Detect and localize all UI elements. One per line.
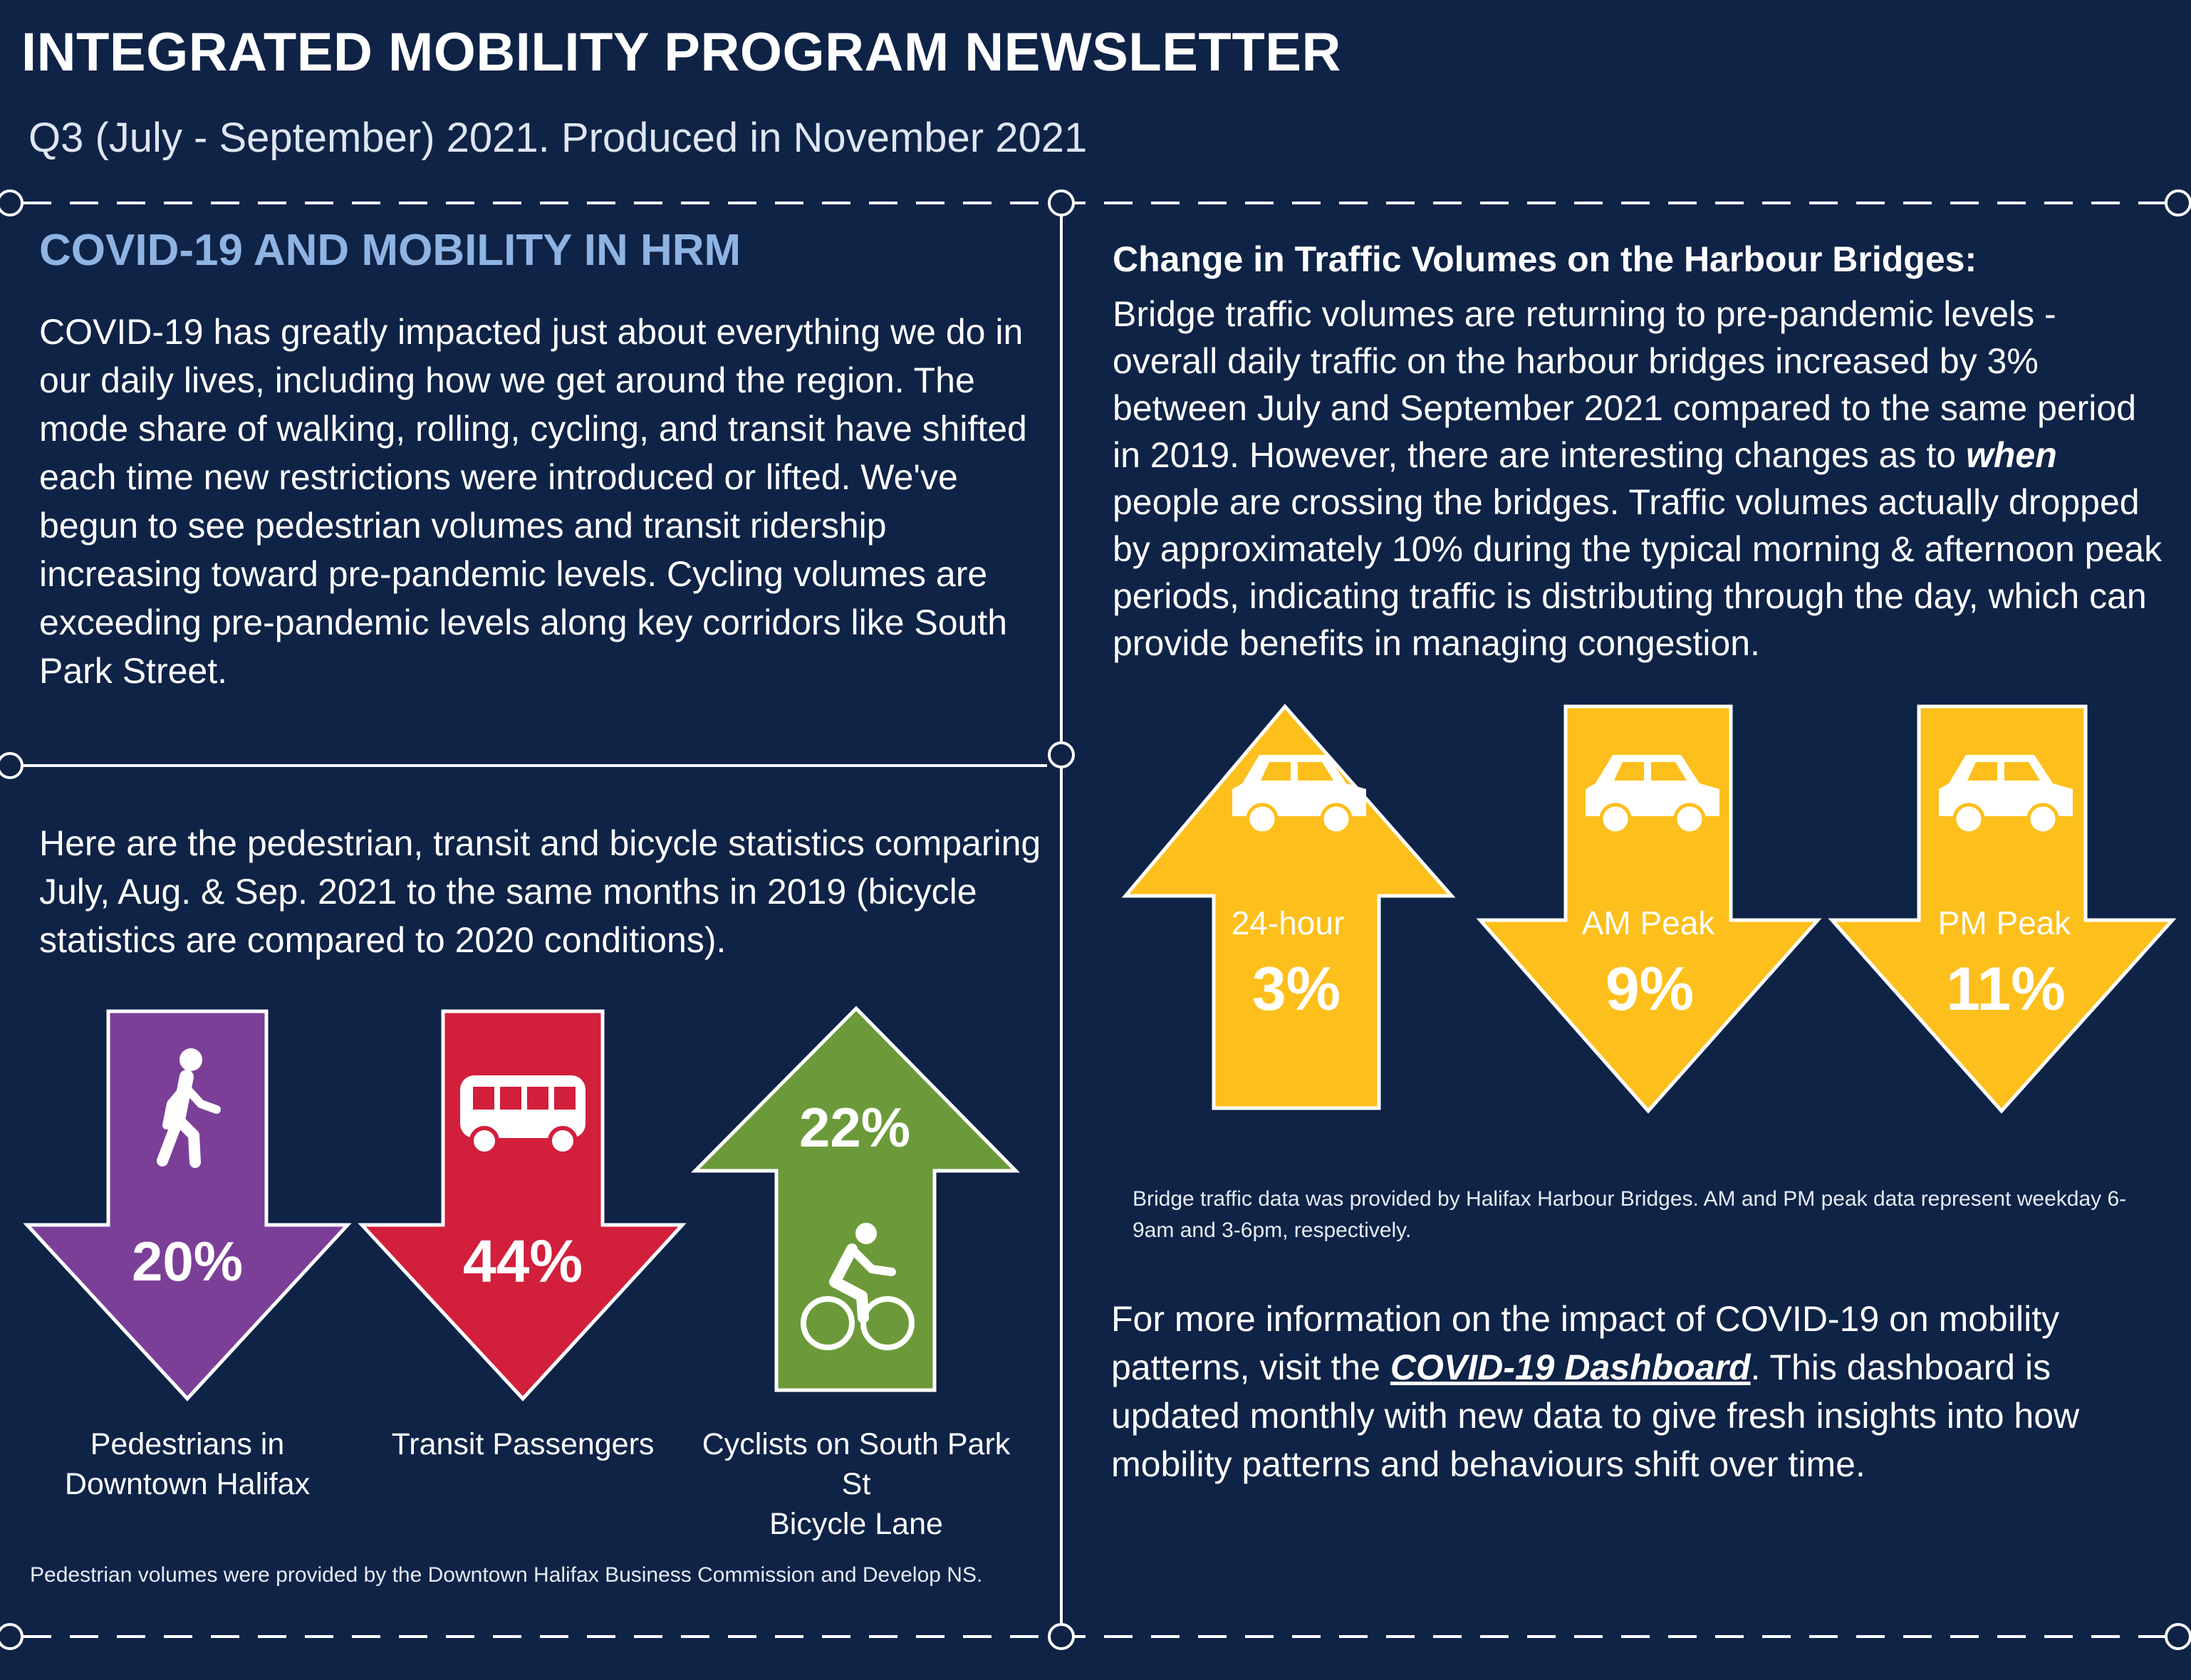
divider-node [2165, 189, 2191, 216]
divider-node [0, 752, 24, 779]
cyclist-stat-label: Cyclists on South Park St Bicycle Lane [685, 1424, 1027, 1544]
bus-icon [460, 1075, 586, 1156]
bridge-pm-peak-label: PM Peak [1938, 904, 2072, 941]
bridge-body-emphasis: when [1965, 435, 2057, 475]
pedestrian-stat-value: 20% [132, 1230, 243, 1293]
cyclist-stat-value: 22% [799, 1096, 910, 1159]
bridge-24hour-label: 24-hour [1232, 904, 1345, 941]
bridge-am-peak-label: AM Peak [1582, 904, 1716, 941]
bridge-data-source-note: Bridge traffic data was provided by Hali… [1133, 1187, 2127, 1242]
car-icon [1232, 755, 1366, 835]
covid-section-body: COVID-19 has greatly impacted just about… [39, 312, 1027, 691]
covid-section-heading: COVID-19 AND MOBILITY IN HRM [39, 226, 741, 275]
newsletter-subtitle: Q3 (July - September) 2021. Produced in … [28, 115, 1088, 161]
bridge-24hour-value: 3% [1252, 955, 1341, 1023]
pedestrian-stat-arrow: 20% [23, 1009, 352, 1402]
covid-dashboard-link[interactable]: COVID-19 Dashboard [1390, 1347, 1751, 1387]
cyclist-icon [801, 1223, 915, 1350]
pedestrian-arrow-shape [23, 1009, 352, 1402]
cyclist-stat-arrow: 22% [691, 1006, 1020, 1392]
pedestrian-stat-label: Pedestrians in Downtown Halifax [34, 1424, 340, 1504]
divider-node [0, 1623, 24, 1650]
divider-node [1048, 189, 1075, 216]
stats-intro: Here are the pedestrian, transit and bic… [39, 823, 1041, 960]
bridge-am-peak-value: 9% [1605, 955, 1694, 1023]
cyclist-label-line1: Cyclists on South Park St [702, 1427, 1011, 1501]
pedestrian-label-line1: Pedestrians in [90, 1427, 285, 1461]
transit-stat-value: 44% [463, 1228, 583, 1295]
more-info-paragraph: For more information on the impact of CO… [1111, 1295, 2165, 1488]
car-icon [1939, 755, 2073, 835]
pedestrian-icon [157, 1048, 221, 1168]
bridge-traffic-arrows: 24-hour 3% AM Peak 9% PM Peak 11% [1121, 704, 2177, 1114]
bridge-traffic-body: Bridge traffic volumes are returning to … [1113, 291, 2167, 667]
newsletter-title: INTEGRATED MOBILITY PROGRAM NEWSLETTER [21, 22, 1341, 83]
bridge-pm-peak-arrow: PM Peak 11% [1828, 704, 2177, 1114]
bridge-traffic-heading: Change in Traffic Volumes on the Harbour… [1113, 239, 1977, 279]
divider-node [2165, 1623, 2191, 1650]
car-icon [1586, 755, 1719, 835]
more-info-part2: . This dashboard is updated monthly with… [1111, 1347, 2080, 1484]
bridge-body-part1: Bridge traffic volumes are returning to … [1113, 294, 2137, 475]
divider-node [0, 189, 24, 216]
bridge-24hour-arrow: 24-hour 3% [1121, 704, 1456, 1110]
transit-arrow-shape [358, 1009, 687, 1402]
more-info-part1: For more information on the impact of CO… [1111, 1299, 2060, 1387]
pedestrian-label-line2: Downtown Halifax [64, 1467, 311, 1501]
transit-label-line1: Transit Passengers [391, 1427, 655, 1461]
divider-node [1048, 741, 1075, 768]
pedestrian-data-source-note: Pedestrian volumes were provided by the … [30, 1563, 983, 1587]
transit-stat-label: Transit Passengers [366, 1424, 680, 1464]
cyclist-arrow-shape [691, 1006, 1020, 1392]
cyclist-label-line2: Bicycle Lane [769, 1507, 943, 1541]
bridge-am-peak-arrow: AM Peak 9% [1476, 704, 1822, 1114]
bridge-pm-peak-value: 11% [1946, 955, 2065, 1023]
transit-stat-arrow: 44% [358, 1009, 687, 1402]
bridge-body-part2: people are crossing the bridges. Traffic… [1113, 482, 2163, 663]
divider-node [1048, 1623, 1075, 1650]
mode-stats-arrows: 20% 44% 22% [23, 1006, 1020, 1402]
